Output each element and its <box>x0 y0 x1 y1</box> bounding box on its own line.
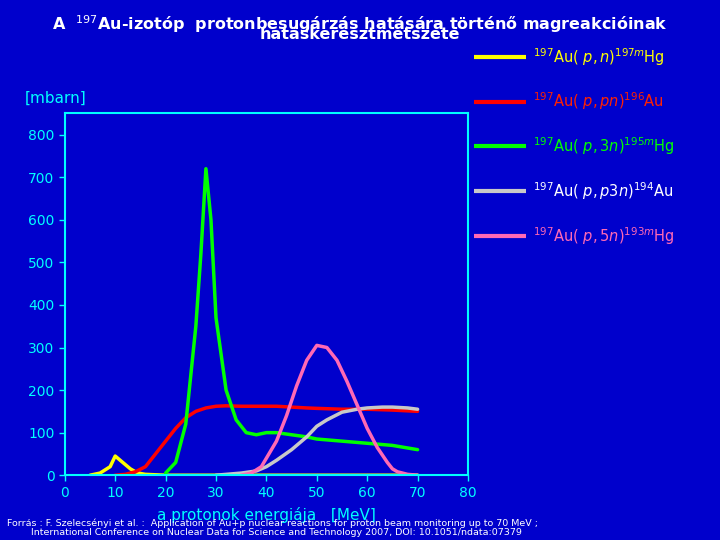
Text: A  $^{197}$Au-izotóp  protonbesugárzás hatására történő magreakcióinak: A $^{197}$Au-izotóp protonbesugárzás hat… <box>52 14 668 35</box>
Text: $^{197}$Au( $\it{p, 3n}$)$^{195m}$Hg: $^{197}$Au( $\it{p, 3n}$)$^{195m}$Hg <box>533 136 674 157</box>
Text: $^{197}$Au( $\it{p, 5n}$)$^{193m}$Hg: $^{197}$Au( $\it{p, 5n}$)$^{193m}$Hg <box>533 225 675 247</box>
Text: $^{197}$Au( $\it{p, p3n}$)$^{194}$Au: $^{197}$Au( $\it{p, p3n}$)$^{194}$Au <box>533 180 673 202</box>
Text: $^{197}$Au( $\it{p, n}$)$^{197m}$Hg: $^{197}$Au( $\it{p, n}$)$^{197m}$Hg <box>533 46 665 68</box>
X-axis label: a protonok energiája   [MeV]: a protonok energiája [MeV] <box>157 507 376 523</box>
Text: [mbarn]: [mbarn] <box>24 91 86 106</box>
Text: hatáskeresztmetszete: hatáskeresztmetszete <box>260 27 460 42</box>
Text: $^{197}$Au( $\it{p, pn}$)$^{196}$Au: $^{197}$Au( $\it{p, pn}$)$^{196}$Au <box>533 91 664 112</box>
Text: Forrás : F. Szelecsényi et al. :  Application of Au+p nuclear reactions for prot: Forrás : F. Szelecsényi et al. : Applica… <box>7 518 539 528</box>
Text: International Conference on Nuclear Data for Science and Technology 2007, DOI: 1: International Conference on Nuclear Data… <box>7 528 522 537</box>
